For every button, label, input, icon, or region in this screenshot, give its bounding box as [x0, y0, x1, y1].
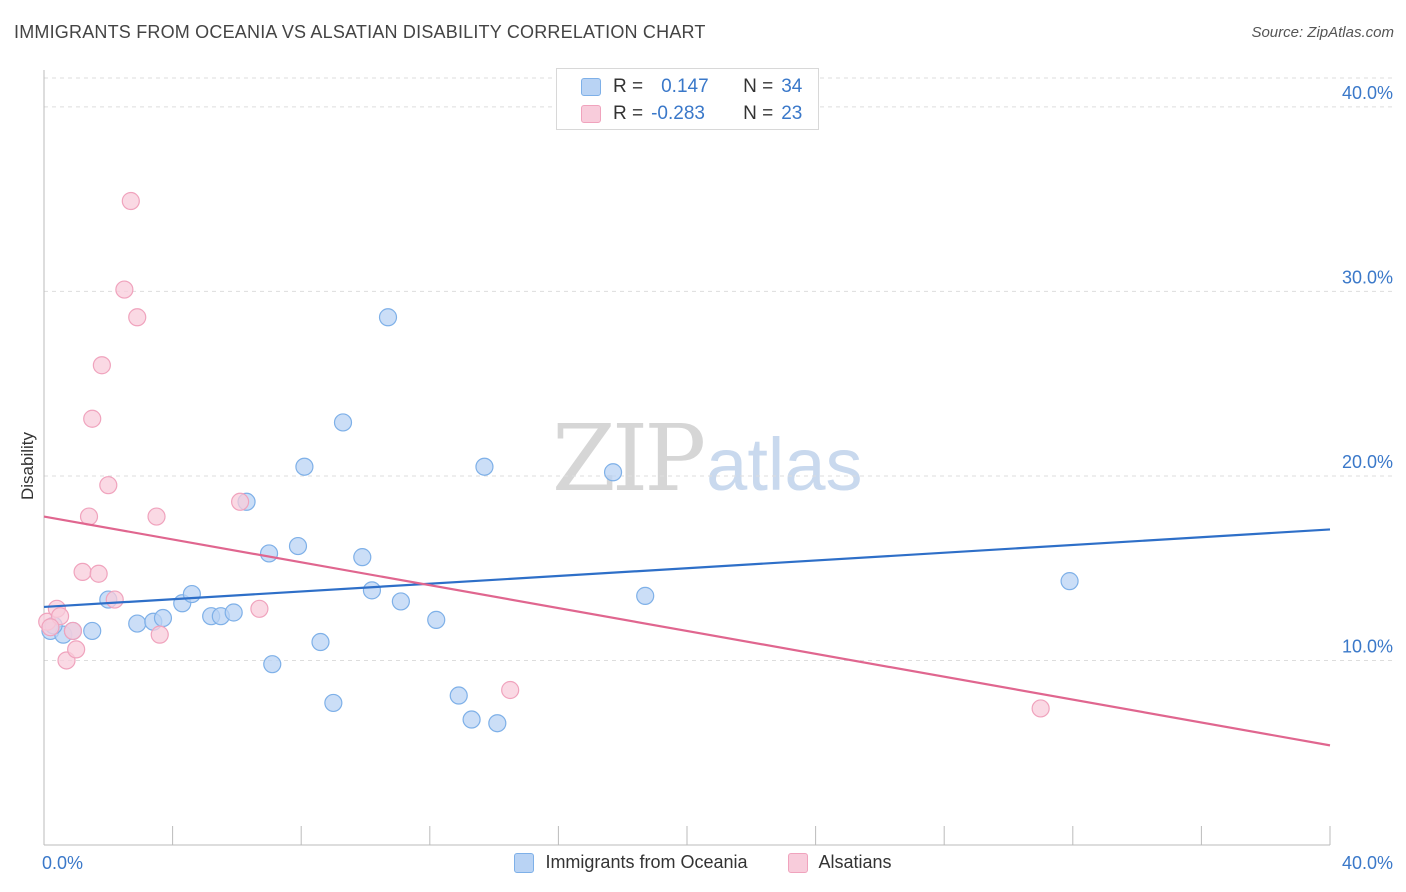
alsatians-point — [105, 590, 124, 609]
alsatians-point — [89, 564, 108, 583]
oceania-point — [83, 621, 102, 641]
oceania-point — [488, 714, 507, 733]
alsatians-point — [73, 562, 92, 582]
y-axis-label: Disability — [18, 431, 37, 500]
legend-item-alsatians: Alsatians — [787, 852, 892, 873]
y-tick-label: 10.0% — [1342, 636, 1393, 656]
oceania-point — [603, 463, 623, 482]
oceania-point — [353, 548, 372, 567]
oceania-point — [263, 655, 282, 674]
oceania-point — [427, 610, 446, 629]
alsatians-point — [41, 618, 60, 637]
legend-row-oceania: R = 0.147 N = 34 — [581, 75, 802, 99]
legend-item-oceania: Immigrants from Oceania — [514, 852, 748, 873]
oceania-point — [128, 614, 147, 633]
alsatians-point — [147, 507, 166, 526]
oceania-point — [378, 308, 398, 327]
legend-n-label: N = — [743, 76, 774, 97]
oceania-point — [153, 608, 173, 628]
oceania-point — [224, 603, 243, 622]
legend-n-value: 34 — [781, 76, 803, 97]
oceania-point — [259, 544, 279, 563]
oceania-point — [1060, 572, 1079, 591]
y-tick-label: 40.0% — [1342, 83, 1393, 103]
stats-legend: R = 0.147 N = 34 R = -0.283 N = 23 — [556, 68, 819, 130]
oceania-point — [449, 686, 468, 705]
alsatians-point — [67, 640, 86, 659]
oceania-point — [462, 710, 481, 729]
legend-n-label: N = — [743, 103, 774, 124]
source-label: Source: ZipAtlas.com — [1251, 24, 1394, 41]
oceania-point — [391, 592, 410, 611]
y-tick-label: 30.0% — [1342, 267, 1393, 287]
oceania-point — [333, 413, 353, 432]
oceania-point — [475, 457, 494, 476]
alsatians-point — [99, 476, 118, 495]
legend-r-value: -0.283 — [651, 103, 705, 124]
oceania-trend-line — [43, 528, 1331, 609]
oceania-point — [636, 586, 655, 605]
oceania-point — [288, 536, 308, 556]
legend-r-label: R = — [613, 103, 644, 124]
legend-row-alsatians: R = -0.283 N = 23 — [581, 102, 802, 126]
oceania-point — [182, 584, 201, 604]
oceania-swatch-icon — [581, 78, 601, 96]
y-tick-label: 20.0% — [1342, 452, 1393, 472]
alsatians-point — [115, 280, 134, 299]
alsatians-point — [150, 625, 169, 644]
oceania-point — [362, 581, 382, 600]
oceania-point — [295, 457, 314, 476]
alsatians-trend-line — [43, 515, 1331, 747]
alsatians-point — [92, 356, 111, 375]
legend-label-alsatians: Alsatians — [818, 852, 892, 872]
chart-title: IMMIGRANTS FROM OCEANIA VS ALSATIAN DISA… — [14, 22, 706, 42]
legend-r-label: R = — [613, 76, 644, 97]
alsatians-point — [250, 599, 269, 618]
oceania-legend-swatch-icon — [514, 852, 535, 873]
legend-n-value: 23 — [781, 103, 803, 124]
alsatians-point — [128, 308, 147, 327]
series-legend: Immigrants from Oceania Alsatians — [0, 852, 1406, 873]
alsatians-point — [63, 621, 83, 641]
oceania-point — [311, 632, 330, 652]
alsatians-point — [121, 191, 140, 211]
x-tick-label: 0.0% — [42, 853, 83, 873]
alsatians-point — [231, 492, 250, 511]
x-tick-label: 40.0% — [1342, 853, 1393, 873]
alsatians-point — [83, 409, 102, 428]
alsatians-swatch-icon — [581, 105, 601, 123]
legend-label-oceania: Immigrants from Oceania — [545, 852, 748, 872]
alsatians-point — [501, 680, 520, 700]
alsatians-legend-swatch-icon — [787, 852, 808, 873]
legend-r-value: 0.147 — [661, 76, 709, 97]
alsatians-point — [1031, 699, 1050, 718]
oceania-point — [324, 693, 343, 713]
